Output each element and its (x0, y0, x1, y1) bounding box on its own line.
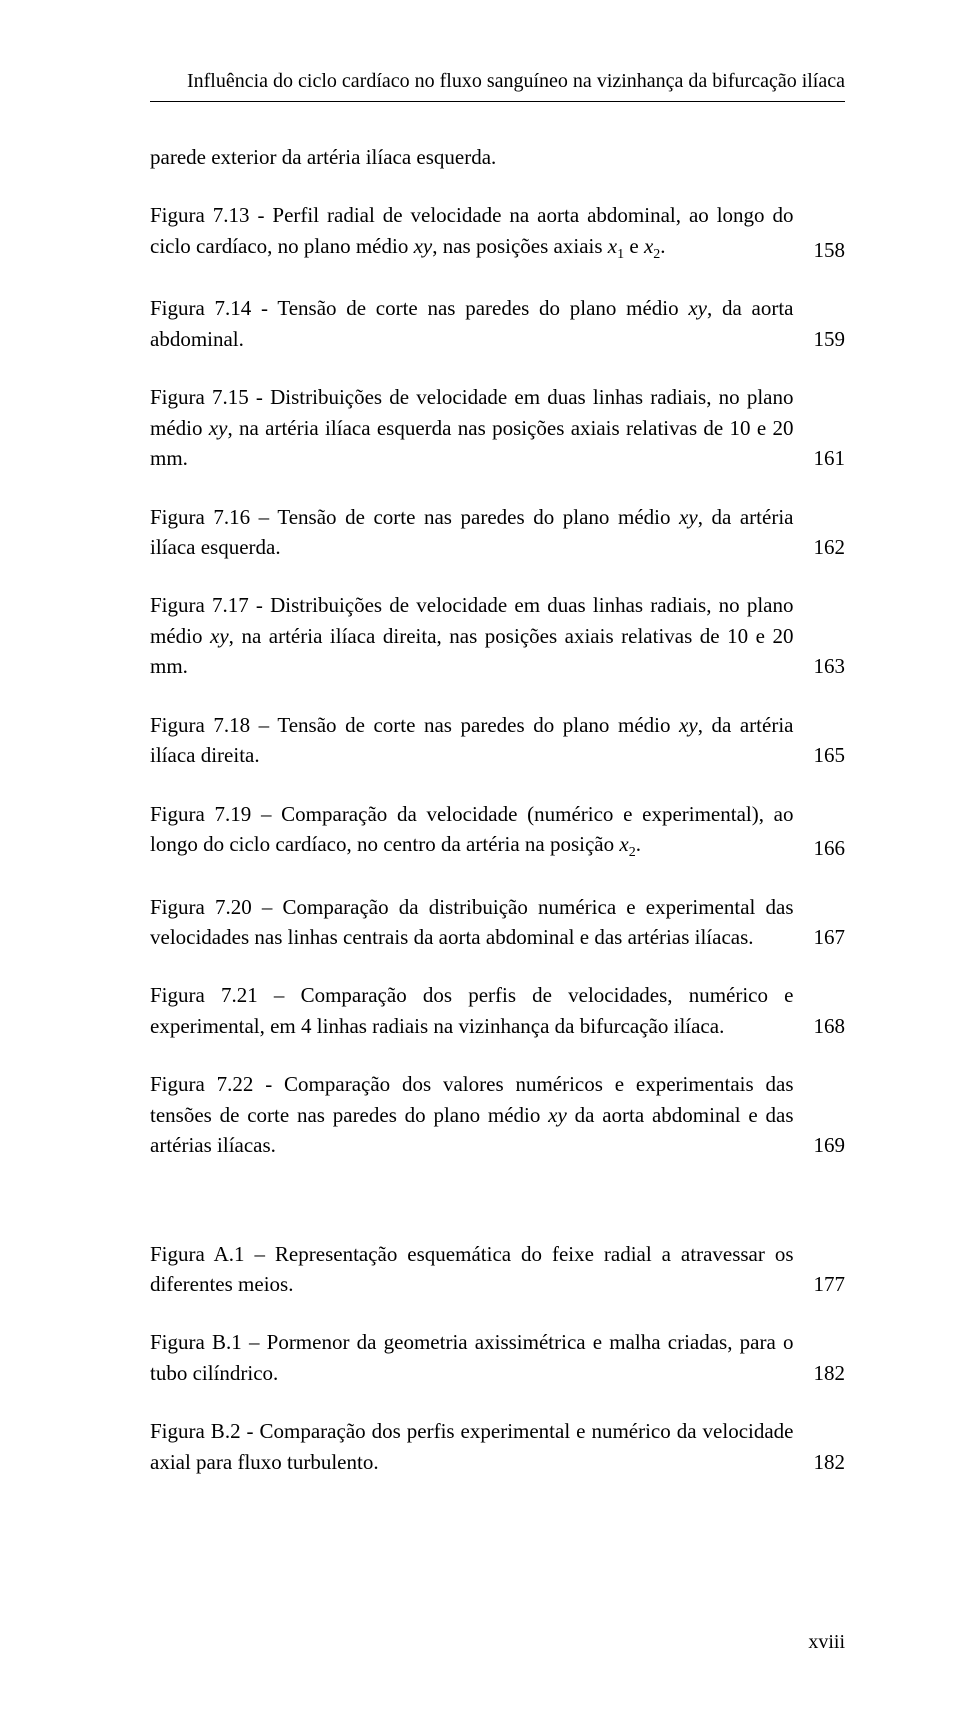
figure-entry: Figura B.2 - Comparação dos perfis exper… (150, 1416, 845, 1477)
figure-entry-text: Figura 7.18 – Tensão de corte nas parede… (150, 710, 814, 771)
figure-entry-page: 182 (814, 1358, 846, 1388)
running-header: Influência do ciclo cardíaco no fluxo sa… (150, 70, 845, 93)
figure-entry-text: Figura B.1 – Pormenor da geometria axiss… (150, 1327, 814, 1388)
figure-entry-text: Figura 7.19 – Comparação da velocidade (… (150, 799, 814, 864)
figure-entry-text: Figura 7.20 – Comparação da distribuição… (150, 892, 814, 953)
figure-entry-page: 182 (814, 1447, 846, 1477)
figure-entry: Figura 7.18 – Tensão de corte nas parede… (150, 710, 845, 771)
figure-entry-page: 168 (814, 1011, 846, 1041)
figure-entry-text: Figura 7.22 - Comparação dos valores num… (150, 1069, 814, 1160)
figure-entry: parede exterior da artéria ilíaca esquer… (150, 142, 845, 172)
figure-entry-page: 159 (814, 324, 846, 354)
figure-entry-text: Figura 7.14 - Tensão de corte nas parede… (150, 293, 814, 354)
figure-entry-page: 165 (814, 740, 846, 770)
figure-entry: Figura 7.21 – Comparação dos perfis de v… (150, 980, 845, 1041)
figure-entry: Figura 7.22 - Comparação dos valores num… (150, 1069, 845, 1160)
figure-entry-text: Figura 7.13 - Perfil radial de velocidad… (150, 200, 814, 265)
figure-entry-text: Figura 7.16 – Tensão de corte nas parede… (150, 502, 814, 563)
page-number: xviii (808, 1631, 845, 1654)
figure-entry-text: Figura 7.15 - Distribuições de velocidad… (150, 382, 814, 473)
figure-list: parede exterior da artéria ilíaca esquer… (150, 142, 845, 1477)
figure-entry: Figura 7.19 – Comparação da velocidade (… (150, 799, 845, 864)
figure-entry-page: 158 (814, 235, 846, 265)
figure-entry-page: 177 (814, 1269, 846, 1299)
figure-entry: Figura 7.20 – Comparação da distribuição… (150, 892, 845, 953)
figure-entry-text: Figura 7.21 – Comparação dos perfis de v… (150, 980, 814, 1041)
figure-entry: Figura 7.14 - Tensão de corte nas parede… (150, 293, 845, 354)
figure-entry-text: parede exterior da artéria ilíaca esquer… (150, 142, 845, 172)
figure-entry-page: 161 (814, 443, 846, 473)
figure-entry-text: Figura A.1 – Representação esquemática d… (150, 1239, 814, 1300)
figure-entry: Figura 7.17 - Distribuições de velocidad… (150, 590, 845, 681)
figure-entry-text: Figura 7.17 - Distribuições de velocidad… (150, 590, 814, 681)
figure-entry: Figura 7.16 – Tensão de corte nas parede… (150, 502, 845, 563)
figure-entry: Figura 7.13 - Perfil radial de velocidad… (150, 200, 845, 265)
figure-entry-page: 169 (814, 1130, 846, 1160)
figure-entry-page: 163 (814, 651, 846, 681)
figure-entry: Figura B.1 – Pormenor da geometria axiss… (150, 1327, 845, 1388)
figure-entry: Figura A.1 – Representação esquemática d… (150, 1239, 845, 1300)
figure-entry: Figura 7.15 - Distribuições de velocidad… (150, 382, 845, 473)
header-rule (150, 101, 845, 102)
section-gap (150, 1189, 845, 1239)
figure-entry-page: 166 (814, 833, 846, 863)
figure-entry-page: 162 (814, 532, 846, 562)
figure-entry-text: Figura B.2 - Comparação dos perfis exper… (150, 1416, 814, 1477)
figure-entry-page: 167 (814, 922, 846, 952)
